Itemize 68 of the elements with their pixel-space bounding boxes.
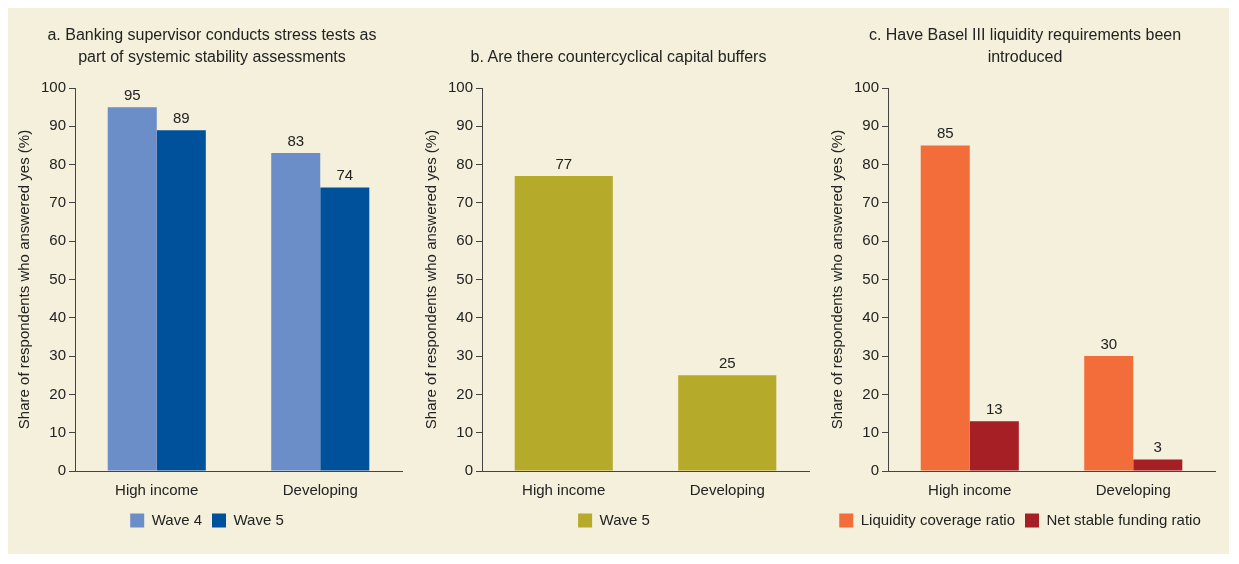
x-tick-label: Developing [1095,481,1171,499]
data-label: 13 [985,399,1003,417]
legend-label: Wave 5 [233,510,284,528]
bar [107,107,157,471]
x-tick-label: Developing [282,481,358,499]
bar [1084,356,1134,471]
y-tick-label: 0 [464,461,473,479]
data-label: 85 [936,124,954,142]
legend-label: Liquidity coverage ratio [860,510,1016,528]
y-tick-label: 0 [870,461,880,479]
chart-title: b. Are there countercyclical capital buffers [469,47,768,67]
y-tick-label: 90 [862,116,880,134]
y-tick-label: 40 [455,307,473,325]
data-label: 3 [1153,438,1162,456]
y-tick-label: 70 [49,193,67,211]
legend-label: Wave 5 [599,510,650,528]
y-tick-label: 20 [862,384,880,402]
y-tick-label: 30 [455,346,473,364]
y-axis-title: Share of respondents who answered yes (%) [421,129,439,430]
bar [156,130,206,471]
data-label: 25 [718,353,736,371]
y-tick-label: 20 [455,384,473,402]
data-label: 30 [1100,334,1118,352]
y-tick-label: 100 [41,78,67,96]
x-tick-label: High income [521,481,605,499]
x-tick-label: High income [115,481,199,499]
y-tick-label: 20 [49,384,67,402]
chart-title: a. Banking supervisor conducts stress tests as part of systemic stability assessments [47,25,377,67]
y-tick-label: 40 [862,307,880,325]
y-tick-label: 80 [455,154,473,172]
legend-label: Net stable funding ratio [1046,510,1201,528]
y-tick-label: 10 [862,422,880,440]
data-label: 83 [287,131,305,149]
bar [920,145,970,471]
legend-label: Wave 4 [151,510,202,528]
bar [969,421,1019,471]
y-tick-label: 10 [49,422,67,440]
y-tick-label: 70 [862,193,880,211]
y-tick-label: 60 [49,231,67,249]
y-tick-label: 30 [862,346,880,364]
data-label: 95 [123,85,141,103]
y-tick-label: 50 [455,269,473,287]
y-tick-label: 60 [862,231,880,249]
y-tick-label: 90 [49,116,67,134]
y-tick-label: 100 [447,78,473,96]
y-tick-label: 50 [49,269,67,287]
bar [320,187,370,471]
data-label: 89 [172,108,190,126]
y-tick-label: 60 [455,231,473,249]
x-tick-label: Developing [689,481,765,499]
y-tick-label: 30 [49,346,67,364]
chart-title: c. Have Basel III liquidity requirements been introduced [867,25,1183,67]
x-tick-label: High income [928,481,1012,499]
y-tick-label: 90 [455,116,473,134]
y-tick-label: 10 [455,422,473,440]
data-label: 74 [336,166,354,184]
bar [271,153,321,471]
bar [1133,459,1183,471]
y-tick-label: 0 [57,461,67,479]
y-axis-title: Share of respondents who answered yes (%) [15,129,33,430]
y-tick-label: 70 [455,193,473,211]
y-tick-label: 40 [49,307,67,325]
y-tick-label: 80 [49,154,67,172]
data-label: 77 [554,154,572,172]
y-tick-label: 100 [854,78,880,96]
y-tick-label: 80 [862,154,880,172]
y-tick-label: 50 [862,269,880,287]
y-axis-title: Share of respondents who answered yes (%) [828,129,846,430]
